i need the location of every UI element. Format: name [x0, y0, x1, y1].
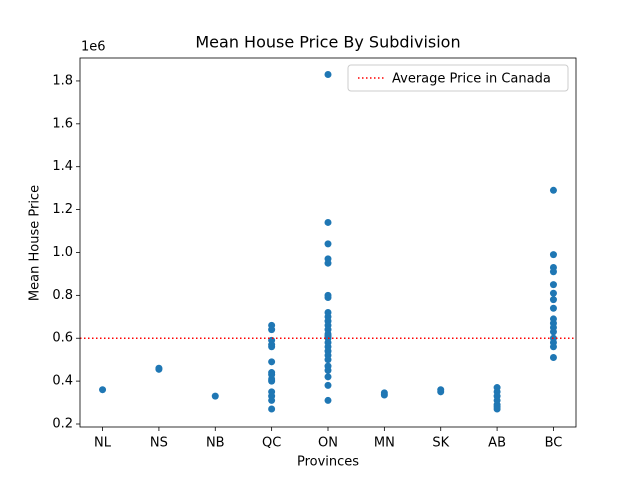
x-tick-label: AB: [488, 436, 506, 451]
point: [437, 388, 445, 396]
x-tick-label: QC: [262, 436, 281, 451]
x-tick-label: SK: [432, 436, 449, 451]
x-tick-label: ON: [318, 436, 338, 451]
point: [549, 354, 557, 362]
x-tick-label: BC: [545, 436, 563, 451]
y-tick-label: 0.4: [52, 374, 73, 389]
point: [549, 268, 557, 276]
legend-box: [347, 64, 569, 92]
y-tick-label: 1.4: [52, 159, 73, 174]
point: [324, 259, 332, 267]
point: [549, 296, 557, 304]
point: [324, 396, 332, 404]
point: [211, 392, 219, 400]
point: [324, 71, 332, 79]
y-offset-label: 1e6: [81, 40, 106, 55]
point: [268, 358, 276, 366]
legend-label: Average Price in Canada: [392, 72, 551, 87]
point: [493, 405, 501, 413]
point: [268, 405, 276, 413]
point: [324, 373, 332, 381]
point: [549, 281, 557, 289]
point: [268, 396, 276, 404]
y-axis-label: Mean House Price: [28, 185, 43, 301]
point: [324, 366, 332, 374]
point: [324, 381, 332, 389]
point: [549, 304, 557, 312]
plot-frame: [79, 57, 577, 428]
point: [324, 293, 332, 301]
y-tick-label: 1.0: [52, 245, 73, 260]
x-tick-label: NL: [94, 436, 112, 451]
y-tick-label: 1.2: [52, 202, 73, 217]
point: [155, 364, 163, 372]
point: [99, 386, 107, 394]
point: [268, 343, 276, 351]
x-tick-label: MN: [374, 436, 395, 451]
chart-title: Mean House Price By Subdivision: [195, 33, 460, 52]
y-tick-label: 1.6: [52, 116, 73, 131]
point: [324, 356, 332, 364]
y-tick-label: 1.8: [52, 73, 73, 88]
point: [268, 326, 276, 334]
y-tick-label: 0.6: [52, 331, 73, 346]
point: [324, 240, 332, 248]
x-tick-label: NB: [206, 436, 225, 451]
point: [324, 218, 332, 226]
point: [549, 186, 557, 194]
x-axis-label: Provinces: [297, 455, 359, 470]
x-tick-label: NS: [150, 436, 168, 451]
point: [549, 343, 557, 351]
point: [380, 391, 388, 399]
point: [549, 251, 557, 259]
point: [268, 377, 276, 385]
point: [549, 328, 557, 336]
y-tick-label: 0.2: [52, 416, 73, 431]
point: [549, 289, 557, 297]
y-tick-label: 0.8: [52, 288, 73, 303]
